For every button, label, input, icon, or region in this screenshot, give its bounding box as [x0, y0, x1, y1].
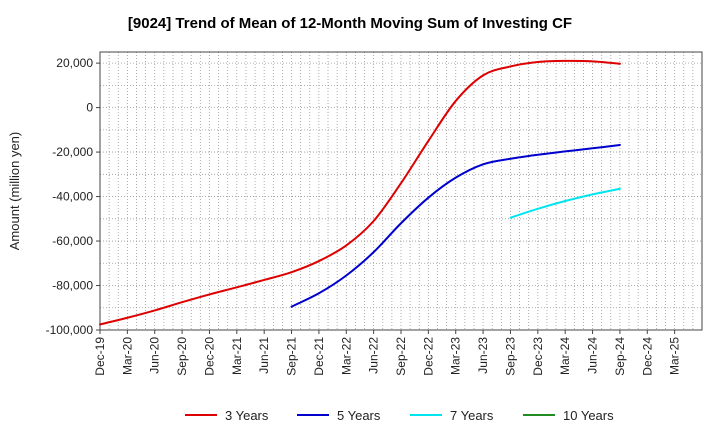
- y-axis: 20,000 0 -20,000 -40,000 -60,000 -80,000 -100,…: [46, 56, 100, 337]
- legend-label-10-years: 10 Years: [563, 408, 614, 423]
- x-tick-label: Mar-22: [339, 337, 353, 375]
- grid: [100, 52, 702, 330]
- series-group: [99, 59, 621, 326]
- legend-label-3-years: 3 Years: [225, 408, 269, 423]
- x-axis: Dec-19 Mar-20 Jun-20 Sep-20 Dec-20 Mar-21 Jun-…: [93, 330, 682, 376]
- y-tick-label: -20,000: [52, 145, 93, 159]
- x-tick-label: Dec-21: [312, 337, 326, 376]
- x-tick-label: Sep-21: [285, 337, 299, 376]
- series-line-3-years: [99, 59, 621, 326]
- x-tick-label: Sep-22: [394, 337, 408, 376]
- x-tick-label: Dec-23: [531, 337, 545, 376]
- x-tick-label: Mar-21: [230, 337, 244, 375]
- x-tick-label: Jun-21: [257, 337, 271, 374]
- x-tick-label: Mar-25: [668, 337, 682, 375]
- y-tick-label: -60,000: [52, 234, 93, 248]
- x-tick-label: Mar-24: [558, 337, 572, 375]
- chart-title: [9024] Trend of Mean of 12-Month Moving …: [128, 15, 572, 32]
- x-tick-label: Jun-20: [148, 337, 162, 374]
- legend-label-5-years: 5 Years: [337, 408, 381, 423]
- x-tick-label: Dec-22: [421, 337, 435, 376]
- x-tick-label: Mar-20: [120, 337, 134, 375]
- x-tick-label: Jun-23: [476, 337, 490, 374]
- x-tick-label: Mar-23: [449, 337, 463, 375]
- x-tick-label: Dec-24: [640, 337, 654, 376]
- x-tick-label: Sep-24: [613, 337, 627, 376]
- y-tick-label: 20,000: [56, 56, 93, 70]
- series-line-5-years: [290, 143, 621, 308]
- series-line-7-years: [509, 187, 621, 219]
- y-tick-label: -40,000: [52, 190, 93, 204]
- y-tick-label: 0: [86, 101, 93, 115]
- x-tick-label: Jun-22: [367, 337, 381, 374]
- x-tick-label: Sep-23: [503, 337, 517, 376]
- x-tick-label: Sep-20: [175, 337, 189, 376]
- legend-label-7-years: 7 Years: [450, 408, 494, 423]
- y-axis-title: Amount (million yen): [7, 132, 22, 251]
- y-tick-label: -100,000: [46, 323, 94, 337]
- x-tick-label: Dec-19: [93, 337, 107, 376]
- x-tick-label: Jun-24: [586, 337, 600, 374]
- x-tick-label: Dec-20: [202, 337, 216, 376]
- legend: 3 Years 5 Years 7 Years 10 Years: [185, 408, 614, 423]
- y-tick-label: -80,000: [52, 279, 93, 293]
